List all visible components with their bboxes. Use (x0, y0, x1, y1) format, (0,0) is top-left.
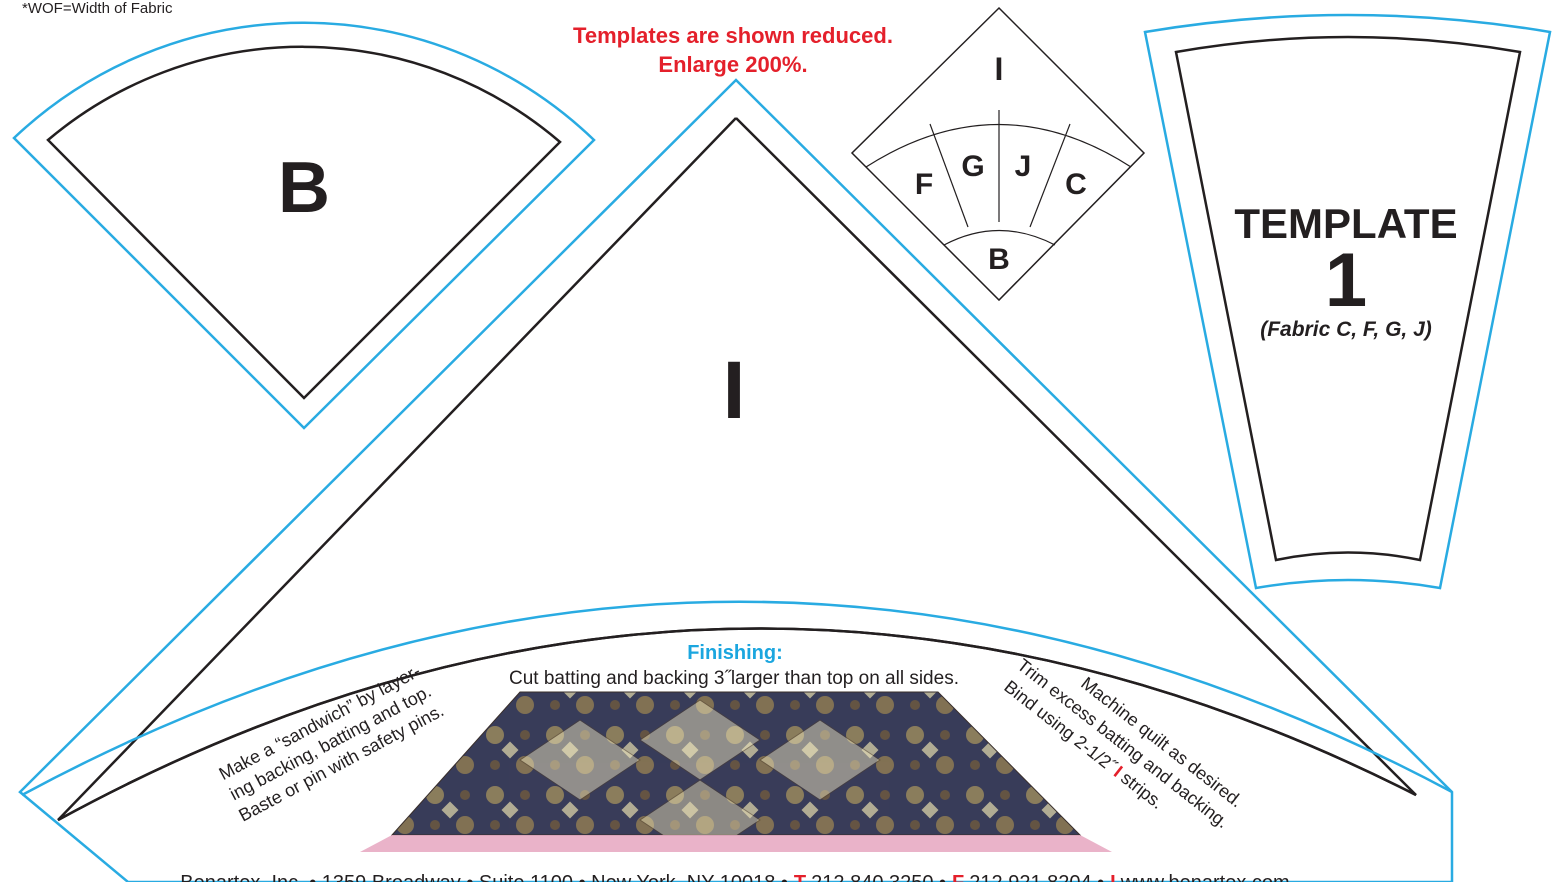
block-f-label: F (915, 168, 933, 201)
template-1-seam-outline (1143, 13, 1552, 590)
template-i-arc-outer (21, 600, 1453, 797)
enlarge-notice: Enlarge 200%. (658, 52, 807, 77)
template-b-cut-outline (46, 45, 562, 400)
block-diamond (850, 6, 1146, 302)
template-b-label: B (278, 148, 330, 228)
template-b-seam-outline (12, 21, 596, 430)
quilt-photo (360, 691, 1112, 852)
template-i-arc-inner (57, 627, 1417, 822)
template-1-title: TEMPLATE (1234, 200, 1457, 247)
block-g-label: G (961, 150, 984, 183)
finishing-left-text: Make a “sandwich” by layer- ing backing,… (216, 661, 448, 826)
template-1-number: 1 (1325, 238, 1367, 323)
wof-note: *WOF=Width of Fabric (22, 0, 173, 17)
template-b: B (12, 21, 596, 430)
template-1-cut-outline (1174, 35, 1522, 562)
reduced-notice: Templates are shown reduced. (573, 23, 893, 48)
template-i: I (18, 78, 1454, 882)
finishing-section: Finishing: Cut batting and backing 3˝lar… (216, 642, 1247, 852)
template-1-fabrics: (Fabric C, F, G, J) (1260, 318, 1432, 341)
template-i-seam-outline (18, 78, 1454, 882)
block-j-label: J (1015, 150, 1032, 183)
block-i-label: I (995, 51, 1004, 87)
finishing-right-line1: Machine quilt as desired. (1077, 673, 1246, 811)
finishing-heading: Finishing: (687, 642, 783, 664)
block-b-label: B (988, 243, 1010, 276)
block-c-label: C (1065, 168, 1087, 201)
block-diagram: I F G J C B (850, 6, 1146, 302)
template-i-label: I (723, 345, 746, 436)
footer-contact: Benartex, Inc. • 1359 Broadway • Suite 1… (180, 872, 1289, 882)
template-1: TEMPLATE 1 (Fabric C, F, G, J) (1143, 13, 1552, 590)
finishing-batting-line: Cut batting and backing 3˝larger than to… (509, 668, 959, 689)
